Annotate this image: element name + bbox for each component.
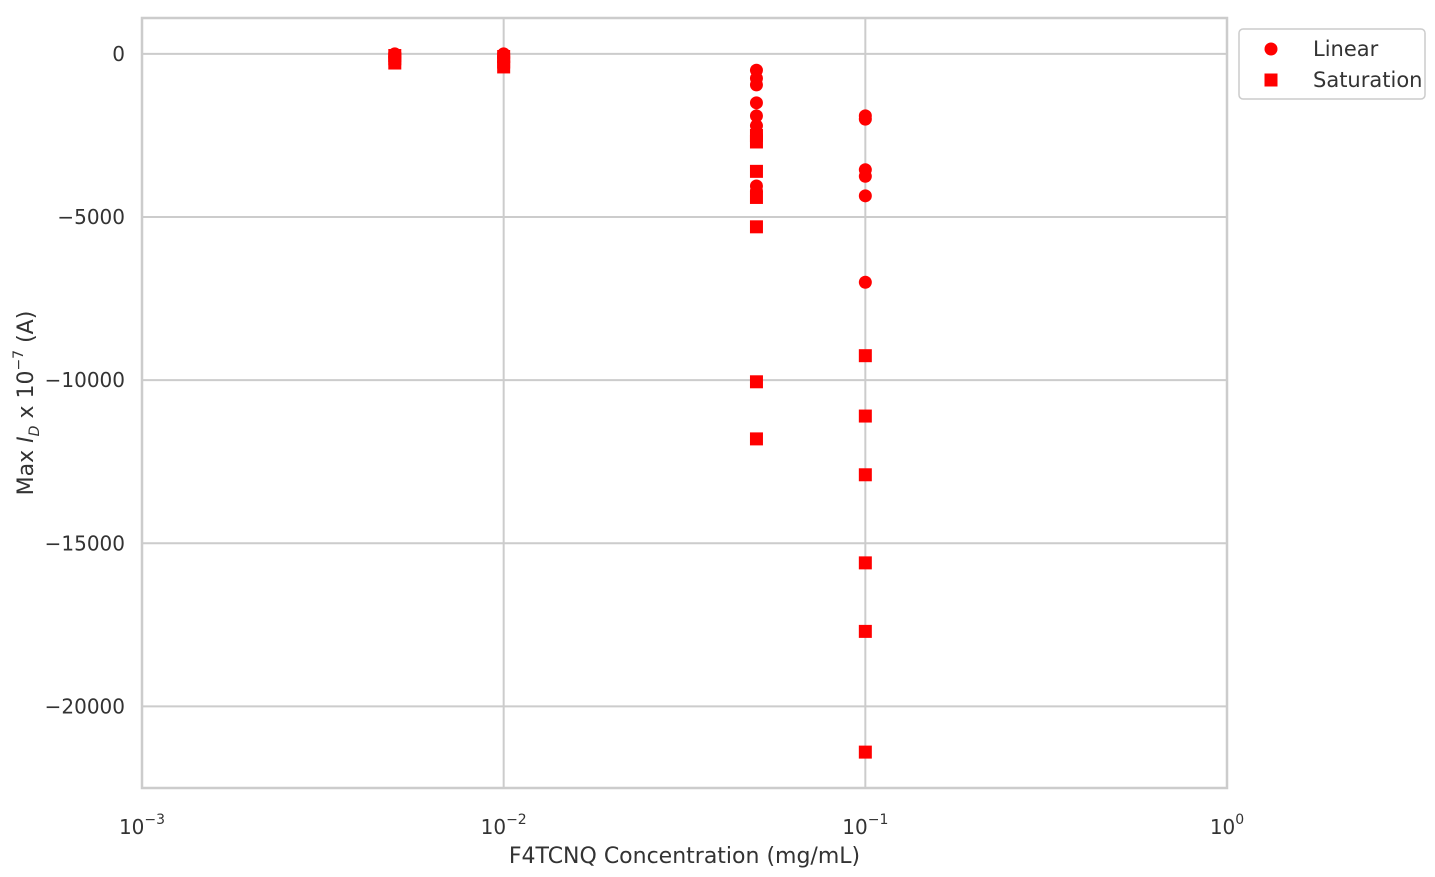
tick-labels: 10−3 10−2 10−1 1000−5000−10000−15000−20000 <box>45 42 1245 839</box>
x-tick-exponent: −1 <box>868 812 889 828</box>
saturation-data-point <box>749 190 763 204</box>
y-axis-title-suffix: (A) <box>14 311 39 350</box>
saturation-data-point <box>749 375 763 389</box>
legend-square-marker <box>1264 73 1278 87</box>
saturation-data-point <box>749 432 763 446</box>
saturation-data-point <box>749 220 763 234</box>
saturation-data-point <box>858 409 872 423</box>
legend-circle-marker <box>1264 42 1278 56</box>
legend: Linear Saturation <box>1238 28 1426 100</box>
y-tick-label: −5000 <box>57 205 125 229</box>
x-tick-label: 10−3 <box>119 812 165 839</box>
x-tick-base: 10 <box>1210 815 1235 839</box>
legend-box <box>1238 28 1426 100</box>
legend-label: Linear <box>1313 37 1379 61</box>
y-axis-title-var: I <box>14 436 39 443</box>
data-points <box>388 47 872 759</box>
x-tick-label: 10−2 <box>481 812 527 839</box>
y-axis-title-exp: −7 <box>11 350 27 371</box>
linear-data-point <box>858 275 872 289</box>
linear-data-point <box>858 169 872 183</box>
x-tick-label: 100 <box>1210 812 1244 839</box>
grid-lines <box>141 18 1228 788</box>
linear-data-point <box>749 119 763 133</box>
y-tick-label: −10000 <box>45 368 125 392</box>
saturation-data-point <box>858 745 872 759</box>
y-axis-title-mid: x 10 <box>14 371 39 426</box>
x-tick-label: 10−1 <box>842 812 888 839</box>
x-tick-exponent: −2 <box>506 812 527 828</box>
saturation-data-point <box>858 556 872 570</box>
x-tick-exponent: 0 <box>1235 812 1244 828</box>
x-axis-title: F4TCNQ Concentration (mg/mL) <box>509 844 860 869</box>
saturation-data-point <box>749 135 763 149</box>
x-tick-base: 10 <box>481 815 506 839</box>
saturation-data-point <box>858 468 872 482</box>
linear-data-point <box>858 189 872 203</box>
y-tick-label: 0 <box>112 42 125 66</box>
legend-label: Saturation <box>1313 68 1422 92</box>
x-tick-base: 10 <box>119 815 144 839</box>
linear-data-point <box>858 112 872 126</box>
saturation-data-point <box>858 624 872 638</box>
saturation-data-point <box>858 349 872 363</box>
y-axis-title-sub: D <box>27 425 43 436</box>
linear-data-point <box>749 78 763 92</box>
saturation-data-point <box>388 56 402 70</box>
saturation-data-point <box>497 60 511 74</box>
saturation-data-point <box>749 164 763 178</box>
linear-data-point <box>749 96 763 110</box>
x-tick-exponent: −3 <box>144 812 165 828</box>
y-axis-title: Max ID x 10−7 (A) <box>11 311 43 496</box>
y-axis-title-prefix: Max <box>14 443 39 495</box>
y-tick-label: −20000 <box>45 694 125 718</box>
x-tick-base: 10 <box>842 815 867 839</box>
linear-data-point <box>749 109 763 123</box>
y-tick-label: −15000 <box>45 531 125 555</box>
plot-frame <box>140 16 1229 790</box>
